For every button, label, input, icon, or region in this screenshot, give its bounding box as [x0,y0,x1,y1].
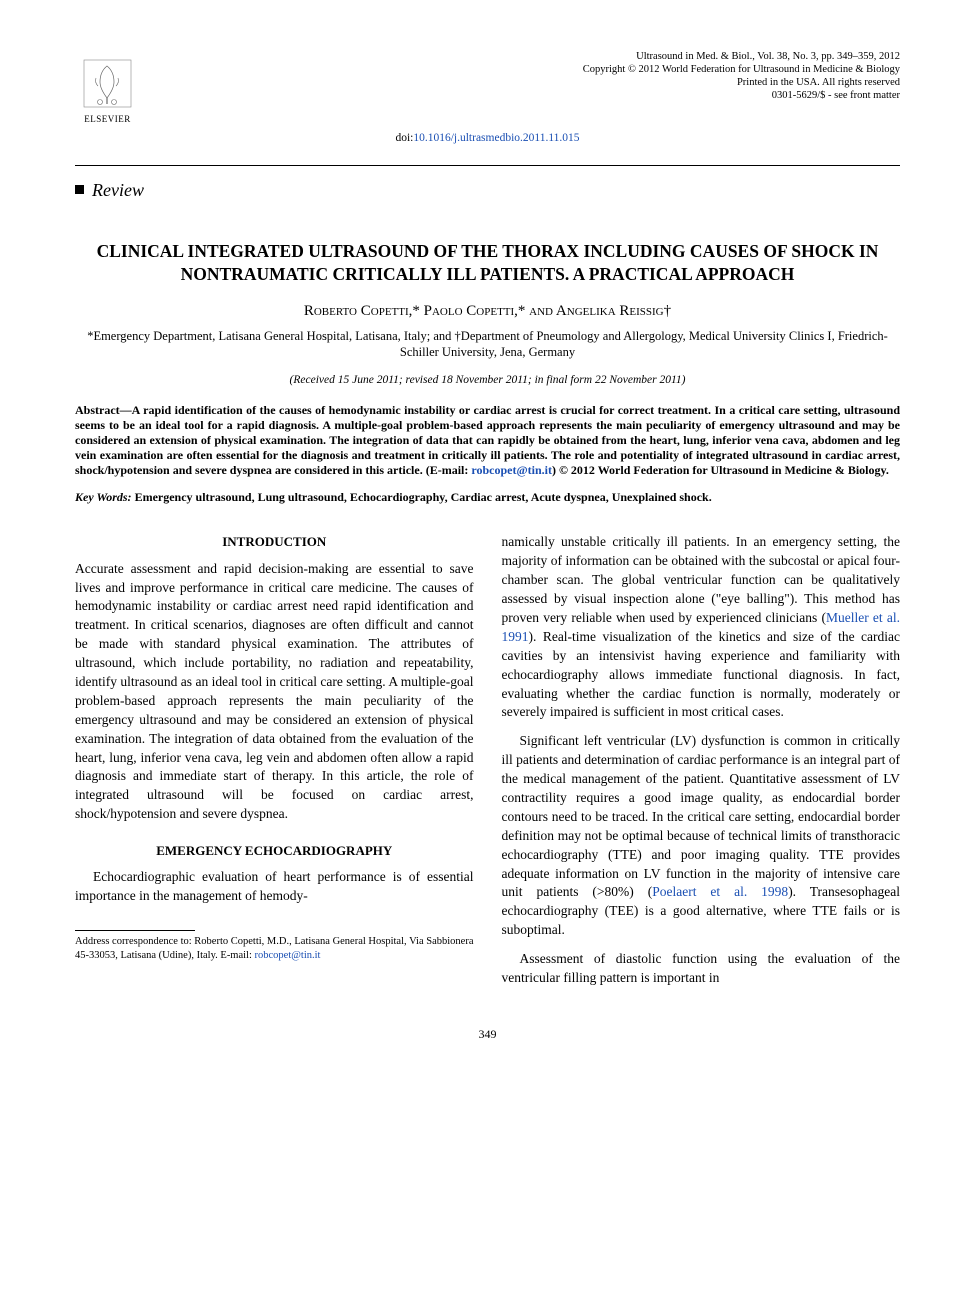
heading-introduction: INTRODUCTION [75,533,474,551]
journal-issn: 0301-5629/$ - see front matter [583,89,900,102]
elsevier-tree-icon [80,56,135,111]
footnote-email-link[interactable]: robcopet@tin.it [255,950,321,961]
abstract-label: Abstract— [75,403,132,417]
journal-metadata: Ultrasound in Med. & Biol., Vol. 38, No.… [583,50,900,103]
right-column: namically unstable critically ill patien… [502,533,901,997]
publisher-name: ELSEVIER [84,113,131,125]
citation-poelaert[interactable]: Poelaert et al. 1998 [652,884,788,899]
page-header: ELSEVIER Ultrasound in Med. & Biol., Vol… [75,50,900,125]
left-column: INTRODUCTION Accurate assessment and rap… [75,533,474,997]
bullet-icon [75,185,84,194]
article-dates: (Received 15 June 2011; revised 18 Novem… [75,373,900,389]
keywords-label: Key Words: [75,490,132,504]
heading-emergency-echo: EMERGENCY ECHOCARDIOGRAPHY [75,842,474,860]
abstract-tail: ) © 2012 World Federation for Ultrasound… [552,463,889,477]
article-title: CLINICAL INTEGRATED ULTRASOUND OF THE TH… [75,240,900,286]
footnote-rule [75,930,195,931]
abstract-email-link[interactable]: robcopet@tin.it [471,463,552,477]
right-p3: Assessment of diastolic function using t… [502,950,901,988]
section-marker: Review [75,178,900,202]
journal-citation: Ultrasound in Med. & Biol., Vol. 38, No.… [583,50,900,63]
doi-link[interactable]: 10.1016/j.ultrasmedbio.2011.11.015 [413,132,579,144]
keywords-block: Key Words: Emergency ultrasound, Lung ul… [75,490,900,506]
doi-line: doi:10.1016/j.ultrasmedbio.2011.11.015 [75,131,900,147]
section-label: Review [92,178,144,202]
intro-paragraph: Accurate assessment and rapid decision-m… [75,560,474,824]
authors-line: Roberto Copetti,* Paolo Copetti,* and An… [75,301,900,321]
publisher-logo: ELSEVIER [75,50,140,125]
journal-print: Printed in the USA. All rights reserved [583,76,900,89]
keywords-content: Emergency ultrasound, Lung ultrasound, E… [132,490,712,504]
journal-copyright: Copyright © 2012 World Federation for Ul… [583,63,900,76]
right-p2: Significant left ventricular (LV) dysfun… [502,732,901,940]
page-number: 349 [75,1026,900,1042]
abstract-block: Abstract—A rapid identification of the c… [75,403,900,478]
header-rule [75,165,900,166]
doi-prefix: doi: [395,132,413,144]
affiliations: *Emergency Department, Latisana General … [75,328,900,362]
author-names: Roberto Copetti,* Paolo Copetti,* and An… [304,303,671,319]
body-columns: INTRODUCTION Accurate assessment and rap… [75,533,900,997]
echo-paragraph-start: Echocardiographic evaluation of heart pe… [75,868,474,906]
right-p1: namically unstable critically ill patien… [502,533,901,722]
correspondence-footnote: Address correspondence to: Roberto Copet… [75,935,474,962]
